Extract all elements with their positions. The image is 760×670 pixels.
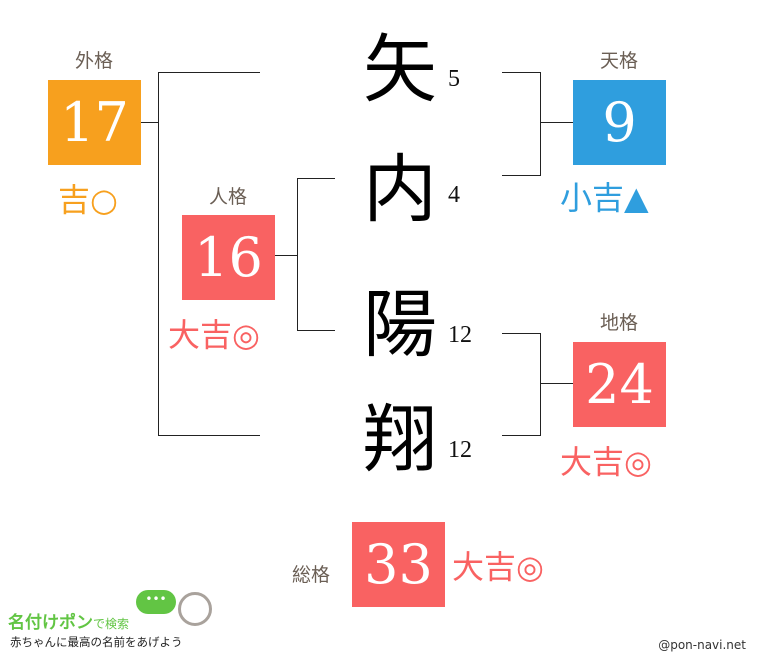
bracket-line bbox=[297, 178, 298, 331]
gaikaku-fortune: 吉○ bbox=[58, 181, 118, 219]
credit: @pon-navi.net bbox=[658, 638, 746, 652]
tenkaku-label: 天格 bbox=[599, 50, 638, 72]
name-char: 陽 bbox=[363, 282, 437, 368]
bracket-line bbox=[540, 122, 573, 123]
bracket-line bbox=[158, 435, 260, 436]
tenkaku-value: 9 bbox=[573, 80, 666, 165]
tenkaku-fortune: 小吉▲ bbox=[560, 179, 649, 217]
bracket-line bbox=[140, 122, 158, 123]
bracket-line bbox=[540, 333, 541, 436]
speech-bubble-icon: ••• bbox=[136, 590, 176, 614]
chikaku-fortune: 大吉◎ bbox=[560, 443, 652, 481]
logo-tagline: 赤ちゃんに最高の名前をあげよう bbox=[10, 635, 183, 649]
bracket-line bbox=[502, 175, 540, 176]
name-char: 内 bbox=[363, 147, 437, 233]
bracket-line bbox=[275, 255, 297, 256]
logo-title: 名付けポン bbox=[8, 613, 93, 633]
chikaku-value: 24 bbox=[573, 342, 666, 427]
bracket-line bbox=[540, 383, 573, 384]
bracket-line bbox=[502, 72, 540, 73]
name-char: 矢 bbox=[363, 27, 437, 113]
soukaku-value: 33 bbox=[352, 522, 445, 607]
bracket-line bbox=[297, 178, 335, 179]
stroke-count: 4 bbox=[448, 182, 460, 208]
jinkaku-label: 人格 bbox=[208, 186, 247, 208]
stroke-count: 12 bbox=[448, 437, 472, 463]
bracket-line bbox=[540, 72, 541, 176]
jinkaku-value: 16 bbox=[182, 215, 275, 300]
chikaku-label: 地格 bbox=[599, 312, 638, 334]
jinkaku-fortune: 大吉◎ bbox=[168, 316, 260, 354]
bracket-line bbox=[158, 72, 260, 73]
gaikaku-value: 17 bbox=[48, 80, 141, 165]
gaikaku-label: 外格 bbox=[74, 50, 113, 72]
bracket-line bbox=[502, 435, 540, 436]
stroke-count: 12 bbox=[448, 322, 472, 348]
logo: ••• 名付けポンで検索 赤ちゃんに最高の名前をあげよう bbox=[8, 588, 228, 658]
bracket-line bbox=[502, 333, 540, 334]
bracket-line bbox=[158, 72, 159, 436]
stroke-count: 5 bbox=[448, 66, 460, 92]
soukaku-label: 総格 bbox=[291, 564, 330, 586]
name-char: 翔 bbox=[363, 397, 437, 483]
baby-face-icon bbox=[178, 592, 212, 626]
logo-suffix: で検索 bbox=[93, 617, 130, 631]
bracket-line bbox=[297, 330, 335, 331]
soukaku-fortune: 大吉◎ bbox=[452, 548, 544, 586]
